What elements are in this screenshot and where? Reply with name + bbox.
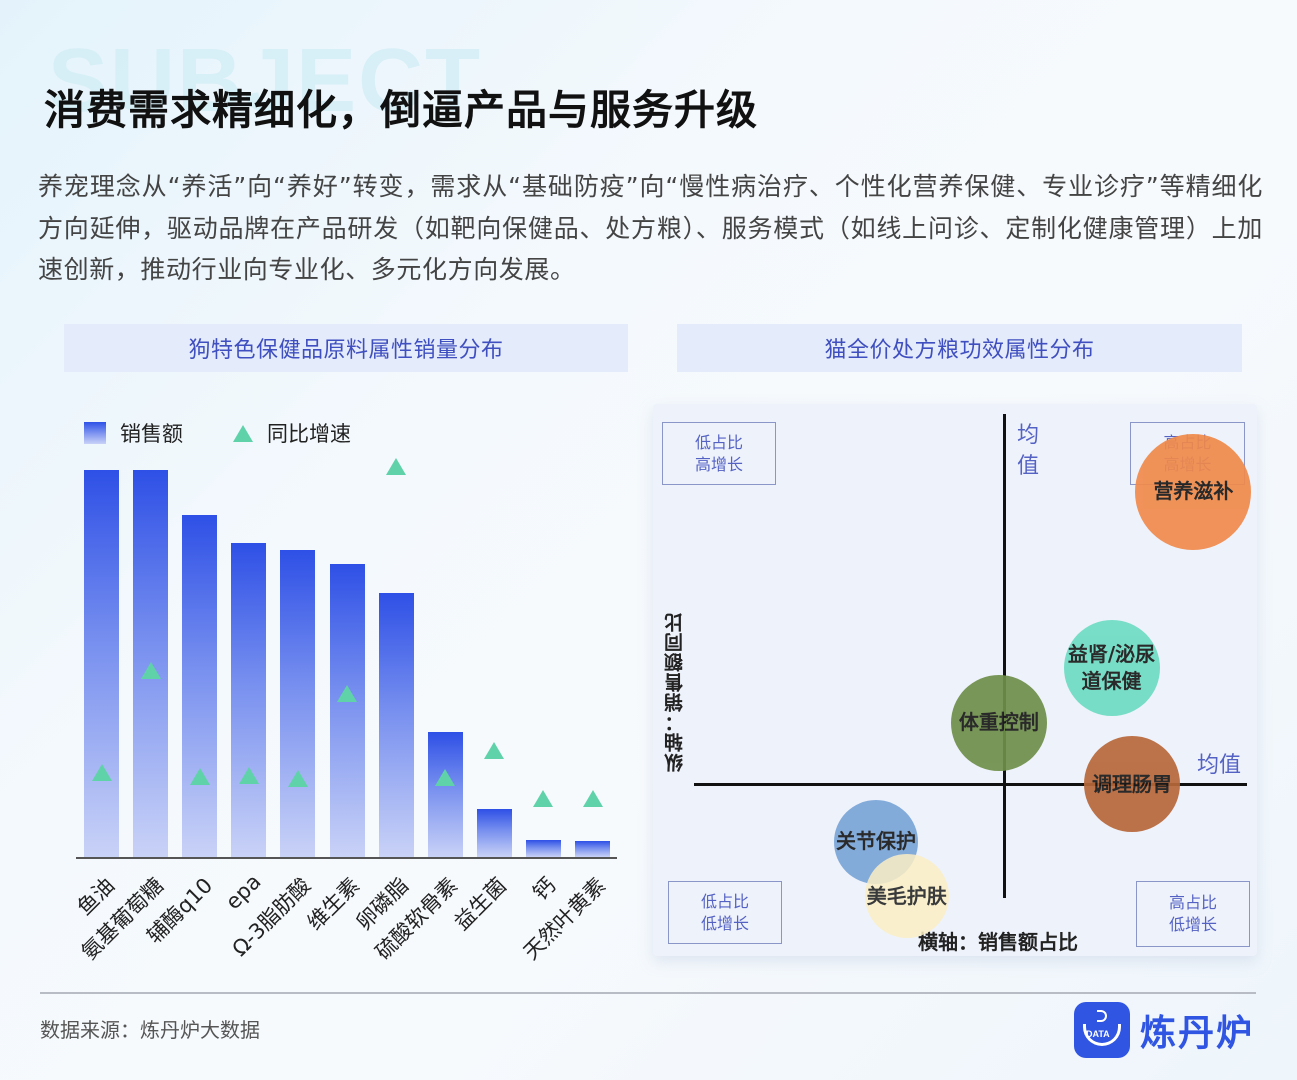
growth-triangle-icon xyxy=(238,767,259,785)
quadrant-line-2: 低增长 xyxy=(1168,915,1217,934)
brand-name: 炼丹炉 xyxy=(1140,1013,1255,1054)
bubble-label: 调理肠胃 xyxy=(1092,771,1172,796)
quadrant-line-2: 高增长 xyxy=(694,454,743,474)
sales-bar xyxy=(427,731,463,857)
logo-badge-text: DATA xyxy=(1086,1029,1110,1039)
growth-triangle-icon xyxy=(484,742,505,760)
sales-bar xyxy=(329,564,365,857)
quadrant-line-1: 低占比 xyxy=(694,432,743,452)
sales-bar xyxy=(575,841,610,857)
cauldron-logo-icon: DATA xyxy=(1074,1002,1130,1058)
growth-triangle-icon xyxy=(386,458,407,475)
x-axis-category-label: 钙 xyxy=(528,873,561,906)
horizontal-mean-label: 均值 xyxy=(1197,753,1242,778)
bar-chart-legend: 销售额 同比增速 xyxy=(84,418,351,448)
sales-bar xyxy=(378,593,414,857)
brand-logo: DATA 炼丹炉 xyxy=(1074,1002,1254,1058)
quadrant-line-1: 高占比 xyxy=(1168,893,1217,912)
bubble-label: 益肾/泌尿 道保健 xyxy=(1067,642,1156,694)
bubble-label: 体重控制 xyxy=(958,710,1039,735)
data-source: 数据来源：炼丹炉大数据 xyxy=(40,1018,260,1042)
growth-triangle-icon xyxy=(233,424,253,442)
right-chart-title: 猫全价处方粮功效属性分布 xyxy=(677,324,1242,372)
quadrant-line-2: 低增长 xyxy=(700,913,749,933)
growth-triangle-icon xyxy=(582,789,603,807)
horizontal-mean-axis xyxy=(694,783,1247,786)
bubble-label: 营养滋补 xyxy=(1153,479,1234,504)
footer-divider xyxy=(40,992,1256,994)
sales-bar xyxy=(525,839,561,857)
bubble-label: 美毛护肤 xyxy=(866,883,947,908)
x-axis-category-label: 维生素 xyxy=(302,873,365,935)
growth-triangle-icon xyxy=(189,768,210,786)
x-axis-category-label: 益生菌 xyxy=(449,873,512,935)
quadrant-line-1: 低占比 xyxy=(700,891,749,911)
growth-triangle-icon xyxy=(533,789,554,807)
bubble-point: 美毛护肤 xyxy=(864,854,949,939)
left-chart-title: 狗特色保健品原料属性销量分布 xyxy=(64,324,628,372)
y-axis-label: 纵轴：销售额同比 xyxy=(664,612,686,772)
vertical-mean-axis xyxy=(1003,414,1006,898)
watermark-text: SUBJECT xyxy=(48,31,483,131)
sales-bar xyxy=(280,549,316,857)
quadrant-label-low-share-high-growth: 低占比 高增长 xyxy=(662,422,776,485)
quadrant-label-low-share-low-growth: 低占比 低增长 xyxy=(668,881,782,944)
x-axis-label: 横轴：销售额占比 xyxy=(918,930,1078,954)
bubble-point: 调理肠胃 xyxy=(1084,736,1180,832)
bubble-point: 体重控制 xyxy=(950,674,1047,771)
bubble-point: 营养滋补 xyxy=(1135,433,1252,550)
growth-triangle-icon xyxy=(140,662,161,680)
sales-swatch-icon xyxy=(84,422,106,444)
growth-triangle-icon xyxy=(287,770,308,788)
legend-sales-label: 销售额 xyxy=(120,422,183,446)
bubble-point: 益肾/泌尿 道保健 xyxy=(1063,620,1160,717)
sales-bar xyxy=(84,470,119,857)
bar-chart-baseline xyxy=(76,857,617,859)
sales-bar xyxy=(476,809,512,857)
page-title: 消费需求精细化，倒逼产品与服务升级 xyxy=(44,86,758,134)
quadrant-label-high-share-low-growth: 高占比 低增长 xyxy=(1136,881,1250,947)
legend-growth-label: 同比增速 xyxy=(267,422,351,446)
sales-bar xyxy=(182,514,218,857)
bar-chart: 鱼油 氨基葡萄糖 辅酶q10 epa Ω-3脂肪酸 维生素 卵磷脂 硫酸软骨素 益生菌钙天然叶黄… xyxy=(0,0,650,1000)
bubble-label: 关节保护 xyxy=(836,829,916,854)
vertical-mean-label: 均值 xyxy=(1017,423,1040,479)
sales-bar xyxy=(231,542,267,857)
growth-triangle-icon xyxy=(435,769,456,787)
intro-paragraph: 养宠理念从“养活”向“养好”转变，需求从“基础防疫”向“慢性病治疗、个性化营养保… xyxy=(38,172,1263,284)
growth-triangle-icon xyxy=(337,684,357,702)
growth-triangle-icon xyxy=(91,763,112,781)
